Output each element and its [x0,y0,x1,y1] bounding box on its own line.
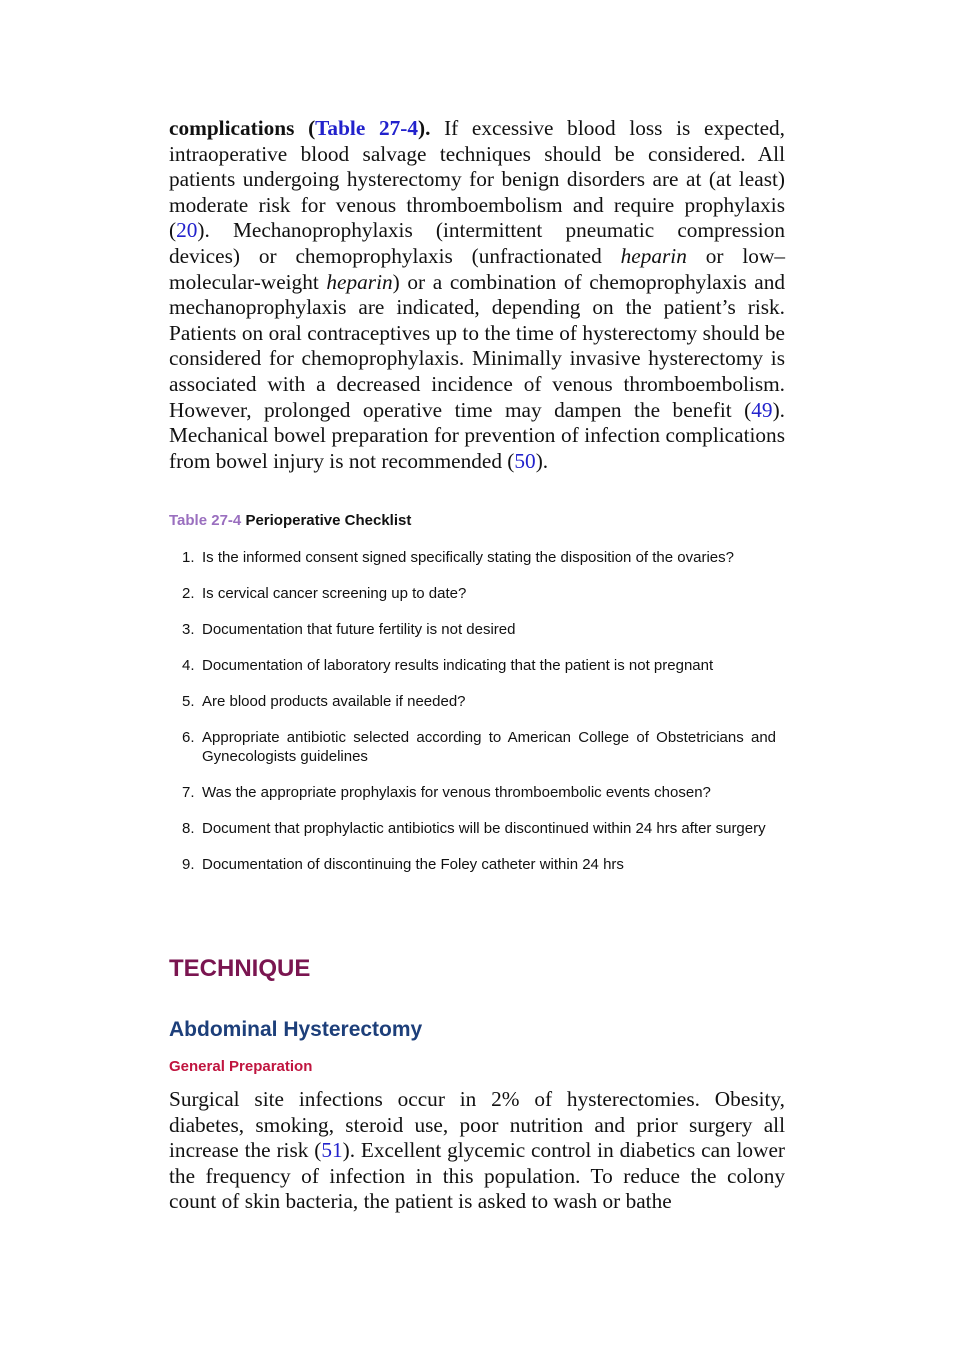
citation-link[interactable]: 49 [751,397,773,422]
text-run: Surgical site infections occur in 2% of … [169,1087,785,1163]
text-run: heparin [326,269,393,294]
citation-link[interactable]: 51 [321,1138,343,1163]
checklist-item: 4. Documentation of laboratory results in… [182,656,776,675]
table-caption: Table 27-4 Perioperative Checklist [169,512,411,529]
text-run: If excessive blood loss is expected, int… [169,116,785,243]
checklist: 1. Is the informed consent signed specifi… [182,548,776,891]
text-run: or low–molecular-weight [169,243,785,294]
citation-link[interactable]: 20 [176,218,198,243]
text-run: ). Mechanoprophylaxis (intermittent pneu… [169,218,785,268]
checklist-item: 5. Are blood products available if needed… [182,692,776,711]
item-text: Was the appropriate prophylaxis for veno… [202,784,711,801]
item-number: 6. [182,729,195,746]
section-heading: TECHNIQUE [169,955,311,982]
table-label: Table 27-4 [169,512,242,529]
text-run: heparin [620,243,687,268]
text-run: ) or a combination of chemoprophylaxis a… [169,269,785,422]
item-number: 1. [182,549,195,566]
body-paragraph: complications (Table 27-4). If excessive… [169,116,785,474]
item-text: Are blood products available if needed? [202,693,466,710]
text-run: ). [417,116,431,140]
subsection-heading: Abdominal Hysterectomy [169,1018,423,1041]
table-title: Perioperative Checklist [245,512,412,529]
item-number: 5. [182,693,195,710]
checklist-item: 2. Is cervical cancer screening up to dat… [182,584,776,603]
item-text: Is cervical cancer screening up to date? [202,585,467,602]
item-number: 2. [182,585,195,602]
text-run: ). [535,448,549,473]
item-text: Documentation that future fertility is n… [202,621,516,638]
table-reference[interactable]: Table 27-4 [315,116,418,140]
item-text: Documentation of discontinuing the Foley… [202,856,624,873]
checklist-item: 3. Documentation that future fertility is… [182,620,776,639]
item-number: 9. [182,856,195,873]
citation-link[interactable]: 50 [514,448,536,473]
item-number: 7. [182,784,195,801]
minor-heading: General Preparation [169,1058,313,1075]
item-text: Is the informed consent signed specifica… [202,549,734,566]
text-run: ). Mechanical bowel preparation for prev… [169,397,785,473]
item-text: Documentation of laboratory results indi… [202,657,714,674]
checklist-item: 9. Documentation of discontinuing the Fol… [182,855,776,874]
item-text: Appropriate antibiotic selected accordin… [202,729,776,765]
item-text: Document that prophylactic antibiotics w… [202,820,766,837]
checklist-item: 8. Document that prophylactic antibiotics… [182,819,776,838]
item-number: 4. [182,657,195,674]
body-paragraph: Surgical site infections occur in 2% of … [169,1087,785,1215]
item-number: 3. [182,621,195,638]
checklist-item: 1. Is the informed consent signed specifi… [182,548,776,567]
item-number: 8. [182,820,195,837]
checklist-item: 7. Was the appropriate prophylaxis for ve… [182,783,776,802]
text-run: ). Excellent glycemic control in diabeti… [169,1138,785,1214]
checklist-item: 6. Appropriate antibiotic selected accord… [182,728,776,766]
text-run: complications ( [169,116,316,140]
